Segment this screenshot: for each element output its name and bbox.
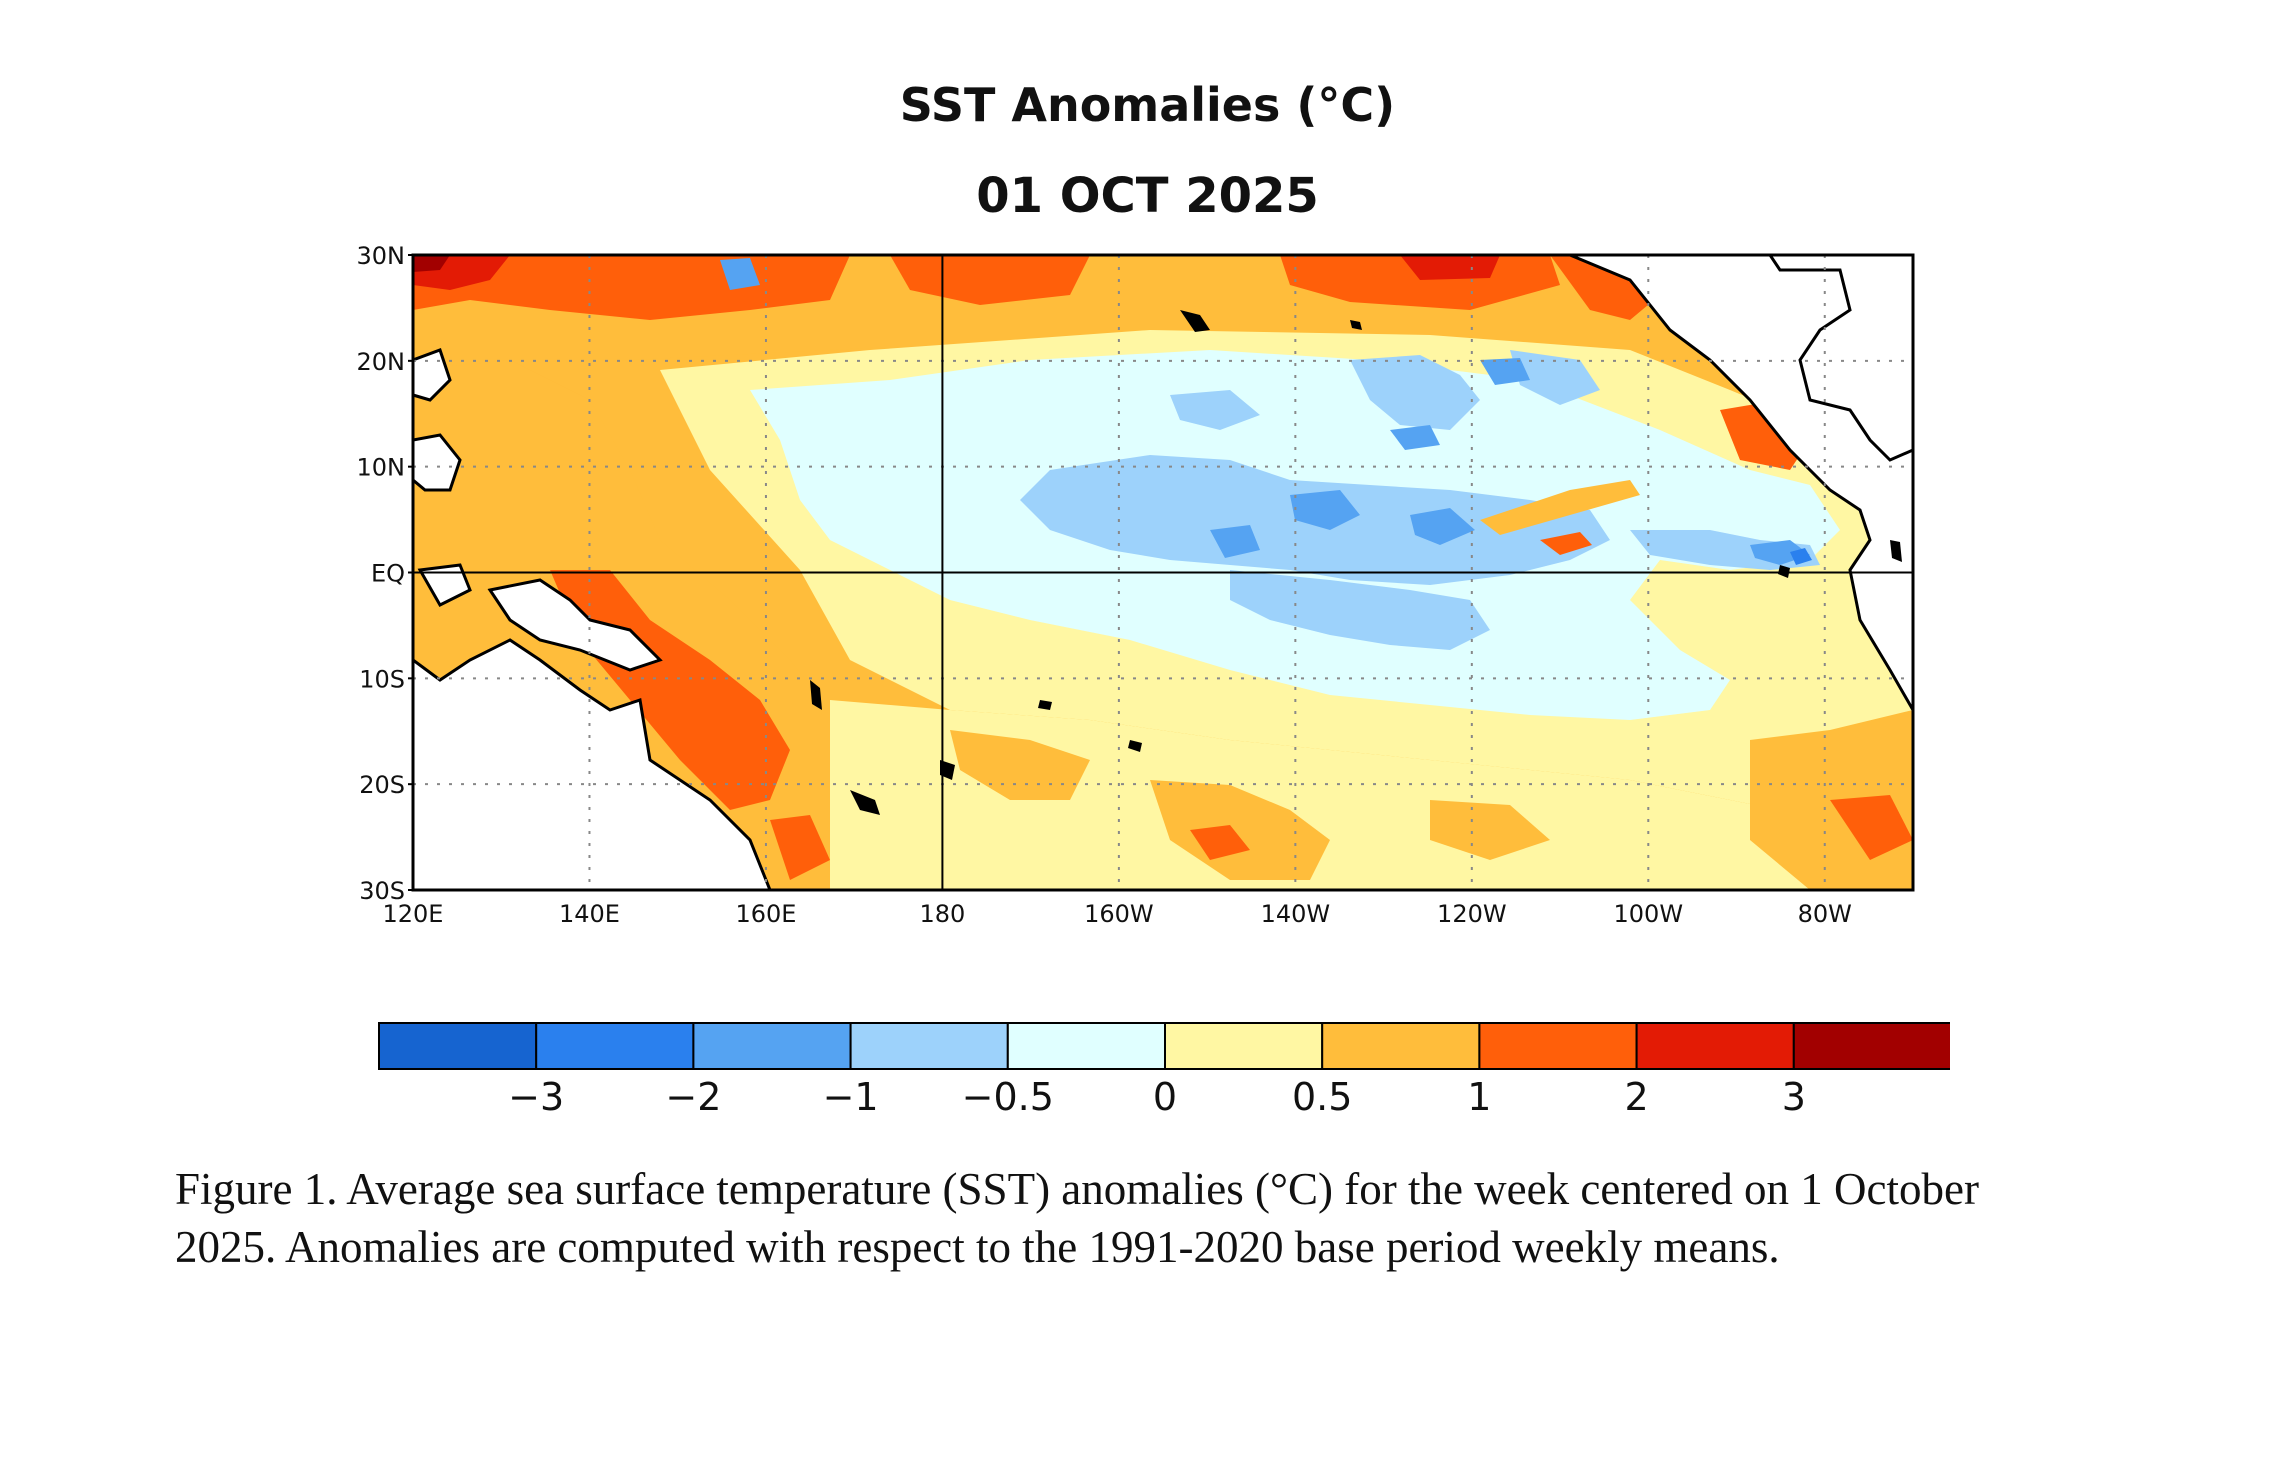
lon-label: 160W [1084,900,1154,928]
lat-label: 30S [359,877,405,905]
lon-label: 120E [383,900,444,928]
map-canvas: 30N 20N 10N EQ 10S 20S 30S 120E 140E 160E 180 160W… [357,242,1915,928]
colorbar-swatch [535,1022,695,1070]
lat-label: 20N [357,348,406,376]
lat-label: 20S [359,771,405,799]
colorbar-tick-label: 0 [1153,1075,1177,1119]
colorbar-tick-label: −3 [508,1075,564,1119]
colorbar-swatch [1321,1022,1481,1070]
colorbar-tick-label: −1 [823,1075,879,1119]
colorbar-tick-label: −0.5 [962,1075,1054,1119]
colorbar-swatch [1164,1022,1324,1070]
colorbar: −3 −2 −1 −0.5 0 0.5 1 2 3 [378,1022,1953,1119]
longitude-labels: 120E 140E 160E 180 160W 140W 120W 100W 80W [383,900,1852,928]
colorbar-tick-label: 3 [1782,1075,1806,1119]
colorbar-swatch [1006,1022,1166,1070]
lon-label: 120W [1437,900,1507,928]
lat-label: 10S [359,665,405,693]
colorbar-swatch [1792,1022,1953,1070]
colorbar-swatch [1478,1022,1638,1070]
chart-title: SST Anomalies (°C) [899,78,1396,132]
map-grid [413,255,1913,890]
lat-label: EQ [371,560,405,588]
colorbar-swatch [1635,1022,1795,1070]
colorbar-tick-label: 2 [1625,1075,1649,1119]
colorbar-legend: −3 −2 −1 −0.5 0 0.5 1 2 3 [378,1022,1953,1122]
figure-caption: Figure 1. Average sea surface temperatur… [175,1164,1979,1272]
colorbar-tick-label: 0.5 [1292,1075,1352,1119]
lon-label: 140E [559,900,620,928]
colorbar-swatch [378,1022,538,1070]
lat-label: 30N [357,242,406,270]
colorbar-swatch [849,1022,1009,1070]
lon-label: 100W [1614,900,1684,928]
lon-label: 180 [920,900,966,928]
colorbar-tick-label: 1 [1467,1075,1491,1119]
lat-label: 10N [357,454,406,482]
sst-anomaly-map: 30N 20N 10N EQ 10S 20S 30S 120E 140E 160E 180 160W… [330,240,1950,940]
latitude-labels: 30N 20N 10N EQ 10S 20S 30S [357,242,413,905]
chart-date: 01 OCT 2025 [976,168,1319,224]
lon-label: 140W [1261,900,1331,928]
lon-label: 80W [1798,900,1852,928]
colorbar-swatch [692,1022,852,1070]
lon-label: 160E [735,900,796,928]
colorbar-tick-label: −2 [665,1075,721,1119]
